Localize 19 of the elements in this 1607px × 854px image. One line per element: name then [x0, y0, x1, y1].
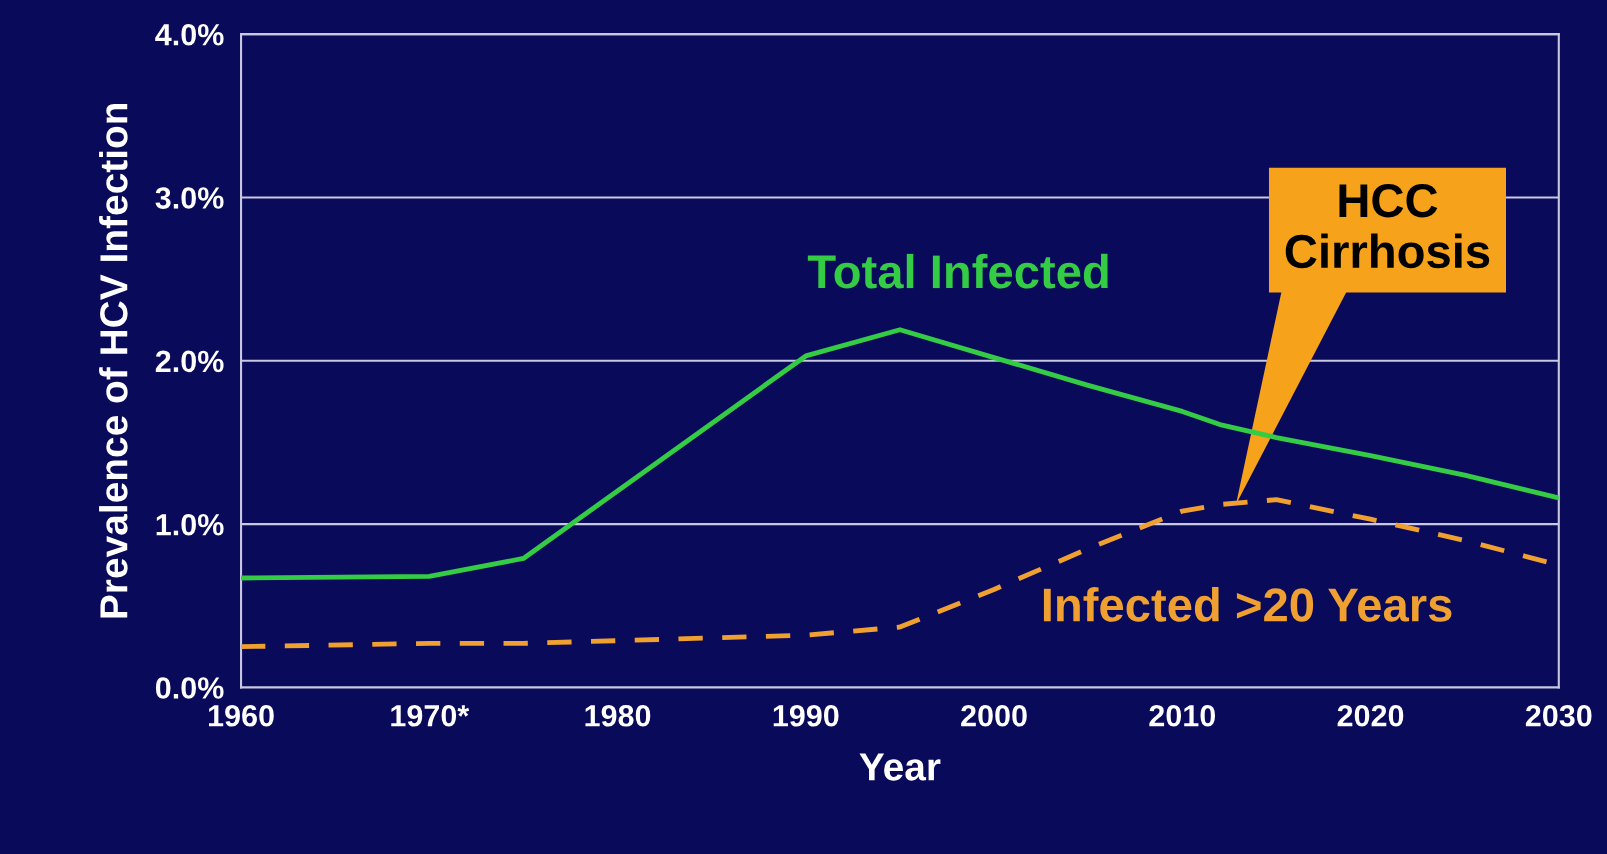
x-axis-title: Year [859, 753, 941, 781]
y-tick-label: 1.0% [156, 513, 224, 536]
x-tick-label: 1960 [208, 704, 274, 727]
series-label: Infected >20 Years [1043, 587, 1452, 622]
y-tick-label: 2.0% [155, 350, 224, 373]
y-tick-label: 0.0% [155, 677, 224, 699]
y-tick-label: 3.0% [155, 187, 224, 209]
y-axis-title: Prevalence of HCV Infection [99, 103, 128, 618]
x-tick-label: 1990 [773, 704, 839, 727]
annotation: HCC Cirrhosis [1285, 183, 1490, 269]
series-label: Total Infected [807, 253, 1108, 289]
line-series [241, 327, 1559, 581]
x-tick-label: 2000 [961, 704, 1027, 727]
x-tick-label: 2020 [1337, 704, 1404, 727]
x-tick-label: 2010 [1149, 704, 1216, 727]
y-tick-label: 4.0% [155, 23, 224, 46]
x-tick-label: 1970* [391, 704, 470, 727]
x-tick-label: 2030 [1525, 704, 1592, 727]
x-tick-label: 1980 [585, 704, 651, 727]
